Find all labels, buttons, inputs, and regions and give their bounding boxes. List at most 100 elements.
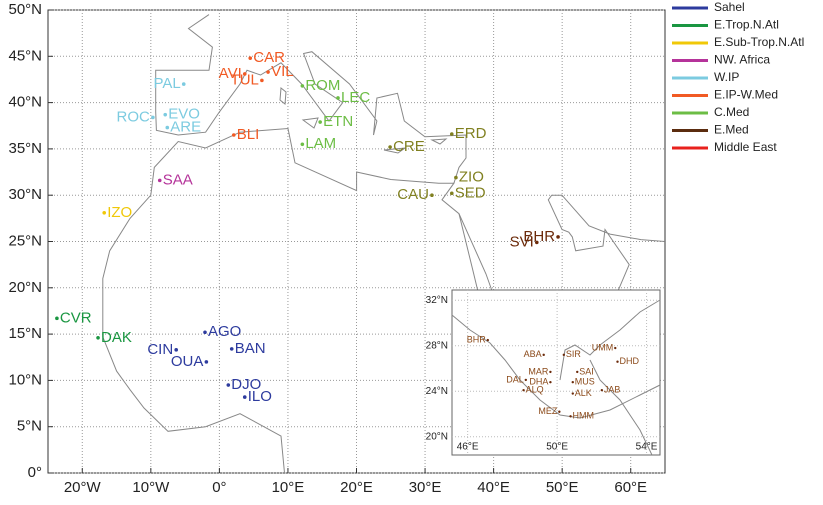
legend-label: Middle East (714, 140, 777, 154)
station-label: SED (455, 184, 486, 201)
station-label: ARE (170, 119, 201, 136)
y-tick-label: 45°N (8, 47, 42, 64)
station-label: ETN (323, 113, 353, 130)
station-label: ILO (248, 388, 272, 405)
station-dot (300, 142, 305, 147)
station-label: CIN (147, 341, 173, 358)
station-label: LEC (341, 89, 370, 106)
inset-station-label: SIR (566, 349, 582, 359)
station-label: SAA (163, 171, 193, 188)
station-dot (556, 235, 560, 239)
inset-station-dot (616, 360, 619, 363)
station-dot (157, 178, 162, 183)
station-label: VIL (271, 63, 294, 80)
station-dot (300, 84, 305, 88)
inset-station-dot (549, 380, 552, 384)
inset-station-label: DHD (620, 356, 640, 366)
inset-x-tick-label: 46°E (457, 442, 479, 453)
inset-station-dot (600, 388, 604, 392)
station-dot (454, 175, 458, 180)
legend: Sahel E.Trop.N.Atl E.Sub-Trop.N.Atl NW. Afr… (672, 0, 804, 154)
station-dot (204, 360, 209, 364)
inset-frame (451, 289, 661, 456)
inset-station-dot (558, 410, 561, 413)
mediterranean-islands (279, 87, 448, 154)
inset-station-label: MEZ (538, 406, 558, 416)
inset-y-tick-label: 28°N (426, 340, 448, 351)
x-tick-label: 30°E (409, 479, 442, 496)
inset-station-dot (549, 370, 552, 374)
inset-station-dot (576, 370, 579, 374)
inset-station-dot (562, 353, 566, 357)
station-label: ROC (117, 108, 151, 125)
africa-coast (102, 127, 570, 474)
station-label: LAM (305, 135, 336, 152)
inset-station-dot (522, 388, 525, 392)
inset-station-label: DHA (529, 377, 548, 387)
legend-label: E.Med (714, 123, 749, 137)
station-dot (96, 336, 100, 340)
y-tick-label: 35°N (8, 140, 42, 157)
inset-station-dot (571, 392, 574, 395)
legend-label: Sahel (714, 0, 745, 14)
station-label: SVI (510, 233, 534, 250)
station-label: BHR (523, 228, 555, 245)
station-dot (231, 133, 236, 137)
x-tick-label: 20°W (64, 479, 102, 496)
y-tick-label: 25°N (8, 232, 42, 249)
x-tick-label: 10°E (272, 479, 305, 496)
inset-station-label: ABA (524, 349, 542, 359)
station-dot (388, 145, 392, 149)
station-label: CAR (253, 49, 285, 66)
station-label: AVI (219, 65, 242, 82)
inset-station-label: MUS (575, 377, 595, 387)
inset-x-tick-label: 50°E (546, 442, 568, 453)
station-label: BLI (237, 126, 260, 143)
station-label: EVO (168, 106, 200, 123)
inset-station-dot (614, 346, 617, 350)
y-tick-label: 15°N (8, 325, 42, 342)
station-dot (203, 330, 207, 335)
station-dot (260, 78, 264, 83)
station-dot (248, 56, 253, 60)
station-label: AGO (208, 323, 241, 340)
y-tick-label: 10°N (8, 371, 42, 388)
station-dot (174, 348, 178, 352)
y-tick-label: 0° (28, 464, 42, 481)
station-dot (449, 191, 454, 196)
inset-y-tick-label: 20°N (426, 431, 448, 442)
station-label: CAU (397, 186, 429, 203)
inset: 46°E 50°E 54°E 20°N 24°N 28°N 32°N BHR ABA SIR UMM… (426, 289, 661, 456)
inset-station-label: ALQ (526, 385, 544, 395)
station-dot (55, 316, 59, 321)
inset-station-dot (569, 415, 572, 418)
y-tick-label: 20°N (8, 279, 42, 296)
station-dot (163, 112, 168, 117)
x-tick-label: 10°W (132, 479, 170, 496)
station-label: TUL (231, 71, 259, 88)
station-dot (449, 132, 454, 136)
y-tick-label: 5°N (17, 418, 42, 435)
station-dot (229, 347, 234, 351)
inset-station-dot (524, 378, 528, 382)
x-tick-label: 0° (212, 479, 226, 496)
station-label: PAL (153, 75, 180, 92)
x-tick-label: 50°E (546, 479, 579, 496)
station-dot (242, 395, 247, 399)
inset-y-tick-label: 24°N (426, 386, 448, 397)
legend-label: C.Med (714, 105, 749, 119)
y-tick-label: 40°N (8, 94, 42, 111)
inset-coast (451, 299, 661, 456)
inset-station-label: HMM (573, 411, 595, 421)
inset-station-label: ALK (575, 388, 592, 398)
station-dot (102, 210, 107, 215)
inset-grid (452, 290, 660, 455)
inset-station-label: BHR (467, 334, 487, 344)
x-tick-label: 20°E (340, 479, 373, 496)
inset-station-label: JAB (604, 385, 621, 395)
station-label: ERD (455, 125, 487, 142)
inset-y-tick-label: 32°N (426, 295, 448, 306)
legend-label: E.Trop.N.Atl (714, 18, 779, 32)
